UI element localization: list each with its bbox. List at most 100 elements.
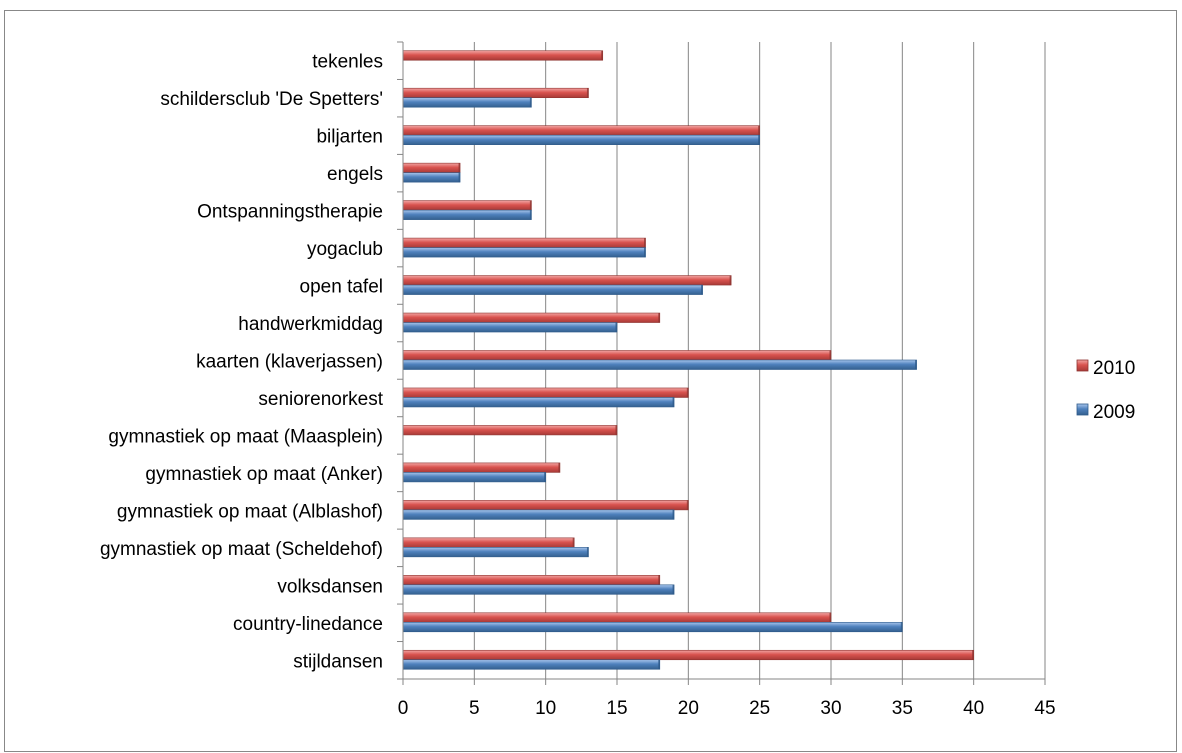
bar-2010-16-cap: [829, 612, 831, 623]
bar-2009-13: [402, 509, 675, 520]
tick-label: 20: [678, 698, 699, 719]
category-label: engels: [327, 164, 383, 185]
bar-2009-8: [402, 322, 618, 333]
legend-label-2010: 2010: [1093, 358, 1135, 379]
legend-swatch-2009: [1076, 403, 1089, 416]
tick-label: 35: [892, 698, 913, 719]
bar-2009-4-cap: [458, 172, 461, 183]
bar-2010-14: [402, 537, 575, 548]
bar-2010-2-cap: [586, 88, 589, 98]
bar-2009-17-cap: [658, 659, 660, 670]
category-label: gymnastiek op maat (Maasplein): [108, 426, 383, 447]
category-label: volksdansen: [277, 576, 383, 597]
bar-2009-8-cap: [615, 322, 617, 333]
legend-label-2009: 2009: [1093, 402, 1135, 423]
bar-2010-1: [402, 50, 604, 61]
tick-label: 25: [749, 698, 770, 719]
bar-2009-13-cap: [672, 509, 675, 520]
category-label: country-linedance: [233, 614, 383, 635]
bar-2010-5-cap: [529, 200, 532, 211]
category-label: gymnastiek op maat (Alblashof): [117, 501, 383, 522]
category-label: handwerkmiddag: [238, 314, 383, 335]
bar-2010-17: [402, 649, 974, 661]
bar-2009-6-cap: [644, 247, 646, 258]
category-label: gymnastiek op maat (Anker): [145, 464, 383, 485]
bar-2009-7: [402, 284, 703, 295]
bar-2009-7-cap: [701, 285, 703, 295]
bars: [402, 50, 974, 670]
category-labels: tekenles schildersclub 'De Spetters' bilja…: [100, 52, 384, 673]
bar-2010-3: [402, 125, 760, 136]
tick-label: 45: [1034, 698, 1055, 719]
bar-2010-10: [402, 387, 689, 398]
bar-2010-10-cap: [686, 387, 689, 398]
category-label: stijldansen: [293, 651, 383, 672]
bar-2009-6: [402, 247, 646, 258]
legend-swatch-2010: [1076, 359, 1089, 372]
tick-label: 30: [820, 698, 841, 719]
bar-2010-8-cap: [658, 313, 660, 323]
bar-2010-4: [402, 162, 461, 173]
bar-2009-4: [402, 172, 461, 183]
legend: 2010 2009: [1076, 358, 1135, 423]
bar-2010-11: [402, 425, 618, 436]
bar-2010-17-cap: [972, 650, 974, 660]
tick-label: 40: [963, 698, 984, 719]
bar-2009-14-cap: [586, 547, 589, 557]
category-label: open tafel: [300, 277, 383, 298]
bar-2010-8: [402, 312, 661, 323]
bar-2009-9-cap: [915, 360, 917, 370]
bar-2010-16: [402, 612, 832, 623]
axes: [397, 41, 1046, 685]
chart-frame: tekenles schildersclub 'De Spetters' bilja…: [4, 10, 1177, 752]
category-label: seniorenorkest: [258, 389, 383, 410]
bar-2010-5: [402, 200, 532, 211]
category-label: yogaclub: [307, 239, 383, 260]
bar-2009-15: [402, 584, 675, 595]
bar-2009-12: [402, 472, 546, 483]
bar-2010-13-cap: [686, 500, 689, 510]
bar-2009-15-cap: [672, 584, 675, 595]
bar-2009-5: [402, 209, 532, 220]
bar-2009-16: [402, 621, 903, 633]
tick-label: 15: [606, 698, 627, 719]
bar-2010-4-cap: [458, 163, 461, 173]
tick-labels: 0 5 10 15 20 25 30 35 40 45: [398, 698, 1056, 719]
category-label: biljarten: [316, 127, 383, 148]
bar-2009-10: [402, 397, 675, 408]
bar-2009-2-cap: [529, 97, 532, 108]
bar-2010-15-cap: [658, 575, 660, 585]
category-label: kaarten (klaverjassen): [196, 352, 383, 373]
bar-2009-2: [402, 97, 532, 108]
bar-2010-12-cap: [558, 462, 560, 473]
bar-2009-5-cap: [529, 210, 532, 220]
bar-2009-3-cap: [758, 135, 760, 145]
bar-2010-13: [402, 500, 689, 511]
bar-2010-6-cap: [644, 238, 646, 248]
tick-label: 0: [398, 698, 409, 719]
bar-2010-9-cap: [829, 350, 831, 360]
bar-2009-9: [402, 359, 917, 370]
bar-2009-10-cap: [672, 397, 675, 407]
bar-2010-3-cap: [758, 125, 760, 136]
bar-2010-9: [402, 350, 832, 361]
bar-2010-15: [402, 575, 661, 586]
category-label: tekenles: [312, 52, 383, 73]
bar-2009-17: [402, 659, 661, 670]
bar-2010-7: [402, 275, 732, 286]
bar-2009-3: [402, 134, 760, 145]
bar-chart: tekenles schildersclub 'De Spetters' bilja…: [100, 41, 1135, 719]
bar-2010-12: [402, 462, 561, 473]
bar-2009-12-cap: [544, 472, 546, 482]
bar-2009-14: [402, 547, 589, 558]
bar-2010-1-cap: [601, 50, 603, 61]
category-label: gymnastiek op maat (Scheldehof): [100, 539, 383, 560]
bar-2010-11-cap: [615, 425, 617, 435]
category-label: schildersclub 'De Spetters': [160, 89, 383, 110]
category-label: Ontspanningstherapie: [197, 202, 383, 223]
tick-label: 10: [535, 698, 556, 719]
bar-2010-7-cap: [729, 275, 732, 286]
bar-2010-2: [402, 87, 589, 99]
bar-2010-14-cap: [572, 537, 575, 548]
tick-label: 5: [469, 698, 480, 719]
